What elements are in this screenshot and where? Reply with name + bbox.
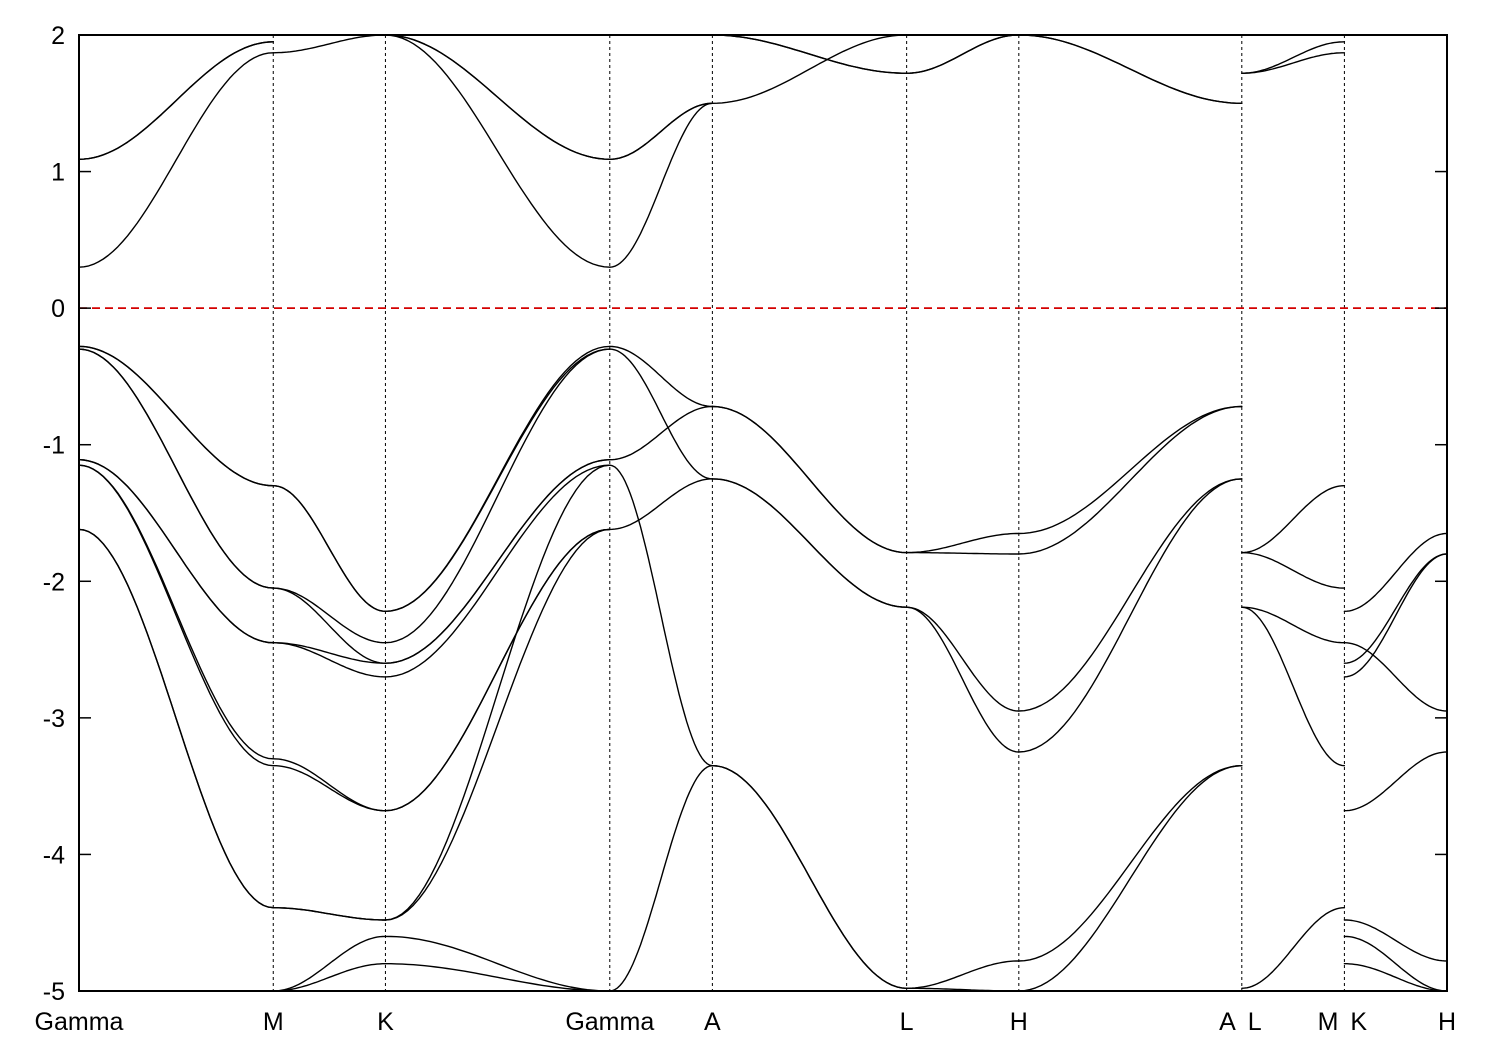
band-K-H-0 xyxy=(1343,532,1447,612)
high-symmetry-lines xyxy=(272,35,1345,991)
band-K-Gamma-5 xyxy=(384,348,611,644)
band-L-M-5 xyxy=(1241,606,1346,767)
band-A-L-4 xyxy=(711,405,908,554)
band-Gamma-A-4 xyxy=(609,348,714,480)
y-tick-label: 0 xyxy=(51,295,65,323)
band-M-K-11 xyxy=(272,935,387,991)
band-H-A-6 xyxy=(1018,765,1243,962)
band-K-Gamma-8 xyxy=(384,464,611,678)
band-K-Gamma-7 xyxy=(384,459,611,664)
band-K-Gamma-1 xyxy=(384,35,611,160)
x-tick-label-8: L xyxy=(1248,1008,1262,1036)
x-tick-label-9: M xyxy=(1318,1008,1339,1036)
band-Gamma-M-6 xyxy=(79,348,274,589)
band-Gamma-A-3 xyxy=(609,345,714,408)
band-H-A-2 xyxy=(1018,405,1243,535)
band-L-H-4 xyxy=(905,606,1020,712)
band-Gamma-M-9 xyxy=(79,464,274,760)
band-L-M-3 xyxy=(1241,551,1346,589)
y-tick-label: -5 xyxy=(43,978,65,1006)
band-L-H-2 xyxy=(905,532,1020,554)
band-Gamma-M-8 xyxy=(79,459,274,644)
x-tick-label-2: K xyxy=(377,1008,394,1036)
band-Gamma-M-4 xyxy=(79,345,274,487)
band-M-K-8 xyxy=(272,765,387,812)
band-K-H-6 xyxy=(1343,935,1447,991)
band-Gamma-M-2 xyxy=(79,52,274,268)
band-K-Gamma-14 xyxy=(384,963,611,991)
band-Gamma-A-7 xyxy=(609,464,714,767)
band-K-H-3 xyxy=(1343,642,1447,712)
band-Gamma-M-12 xyxy=(79,528,274,909)
x-axis-labels: Gamma M K Gamma A L H A L M K H xyxy=(35,1008,1456,1036)
band-Gamma-M-1 xyxy=(79,41,274,160)
y-tick-label: -4 xyxy=(43,841,65,869)
y-tick-label: -3 xyxy=(43,705,65,733)
band-A-L-0 xyxy=(711,35,908,104)
band-M-K-12 xyxy=(272,963,387,991)
band-M-K-4 xyxy=(272,587,387,664)
band-Gamma-A-2 xyxy=(609,102,714,160)
x-tick-label-1: M xyxy=(263,1008,284,1036)
band-L-M-2 xyxy=(1241,485,1346,554)
band-K-H-5 xyxy=(1343,919,1447,962)
band-K-H-7 xyxy=(1343,963,1447,991)
band-K-Gamma-11 xyxy=(384,464,611,921)
band-L-M-6 xyxy=(1241,907,1346,989)
y-tick-label: -1 xyxy=(43,432,65,460)
band-K-Gamma-13 xyxy=(384,935,611,991)
band-M-K-6 xyxy=(272,642,387,678)
band-M-K-7 xyxy=(272,758,387,812)
band-Gamma-A-5 xyxy=(609,405,714,461)
x-tick-label-7: A xyxy=(1219,1008,1236,1036)
y-tick-label: 1 xyxy=(51,159,65,187)
x-tick-label-5: L xyxy=(900,1008,914,1036)
band-M-K-5 xyxy=(272,642,387,664)
band-L-H-5 xyxy=(905,606,1020,753)
band-L-M-1 xyxy=(1241,52,1346,74)
band-L-H-3 xyxy=(905,551,1020,555)
band-M-K-10 xyxy=(272,907,387,921)
band-K-H-4 xyxy=(1343,751,1447,812)
band-A-L-6 xyxy=(711,478,908,608)
band-L-M-0 xyxy=(1241,41,1346,74)
band-K-Gamma-10 xyxy=(384,528,611,812)
band-L-H-1 xyxy=(905,35,1020,74)
band-Gamma-A-1 xyxy=(609,102,714,268)
y-tick-label: -2 xyxy=(43,568,65,596)
band-H-A-3 xyxy=(1018,405,1243,555)
x-tick-label-3: Gamma xyxy=(565,1008,654,1036)
band-H-A-1 xyxy=(1018,35,1243,104)
x-tick-label-6: H xyxy=(1010,1008,1028,1036)
x-tick-label-11: H xyxy=(1438,1008,1456,1036)
band-M-K-2 xyxy=(272,485,387,612)
y-axis-ticks: -5 -4 -3 -2 -1 0 1 2 xyxy=(43,22,1447,1006)
band-Gamma-M-10 xyxy=(79,464,274,767)
y-tick-label: 2 xyxy=(51,22,65,50)
band-M-K-0 xyxy=(272,35,387,54)
band-H-A-5 xyxy=(1018,478,1243,753)
x-tick-label-10: K xyxy=(1350,1008,1367,1036)
band-K-Gamma-2 xyxy=(384,35,611,268)
band-L-M-4 xyxy=(1241,606,1346,644)
x-tick-label-0: Gamma xyxy=(35,1008,124,1036)
band-Gamma-A-6 xyxy=(609,478,714,531)
band-K-Gamma-4 xyxy=(384,348,611,612)
band-K-H-2 xyxy=(1343,553,1447,678)
band-A-L-8 xyxy=(711,765,908,989)
band-Gamma-A-8 xyxy=(609,765,714,991)
band-L-H-6 xyxy=(905,960,1020,989)
band-A-L-2 xyxy=(711,35,908,74)
band-K-Gamma-12 xyxy=(384,528,611,921)
plot-frame xyxy=(78,34,1448,992)
band-M-K-3 xyxy=(272,587,387,644)
band-lines xyxy=(79,35,1447,991)
x-tick-label-4: A xyxy=(704,1008,721,1036)
band-H-A-4 xyxy=(1018,478,1243,712)
band-H-A-7 xyxy=(1018,765,1243,991)
